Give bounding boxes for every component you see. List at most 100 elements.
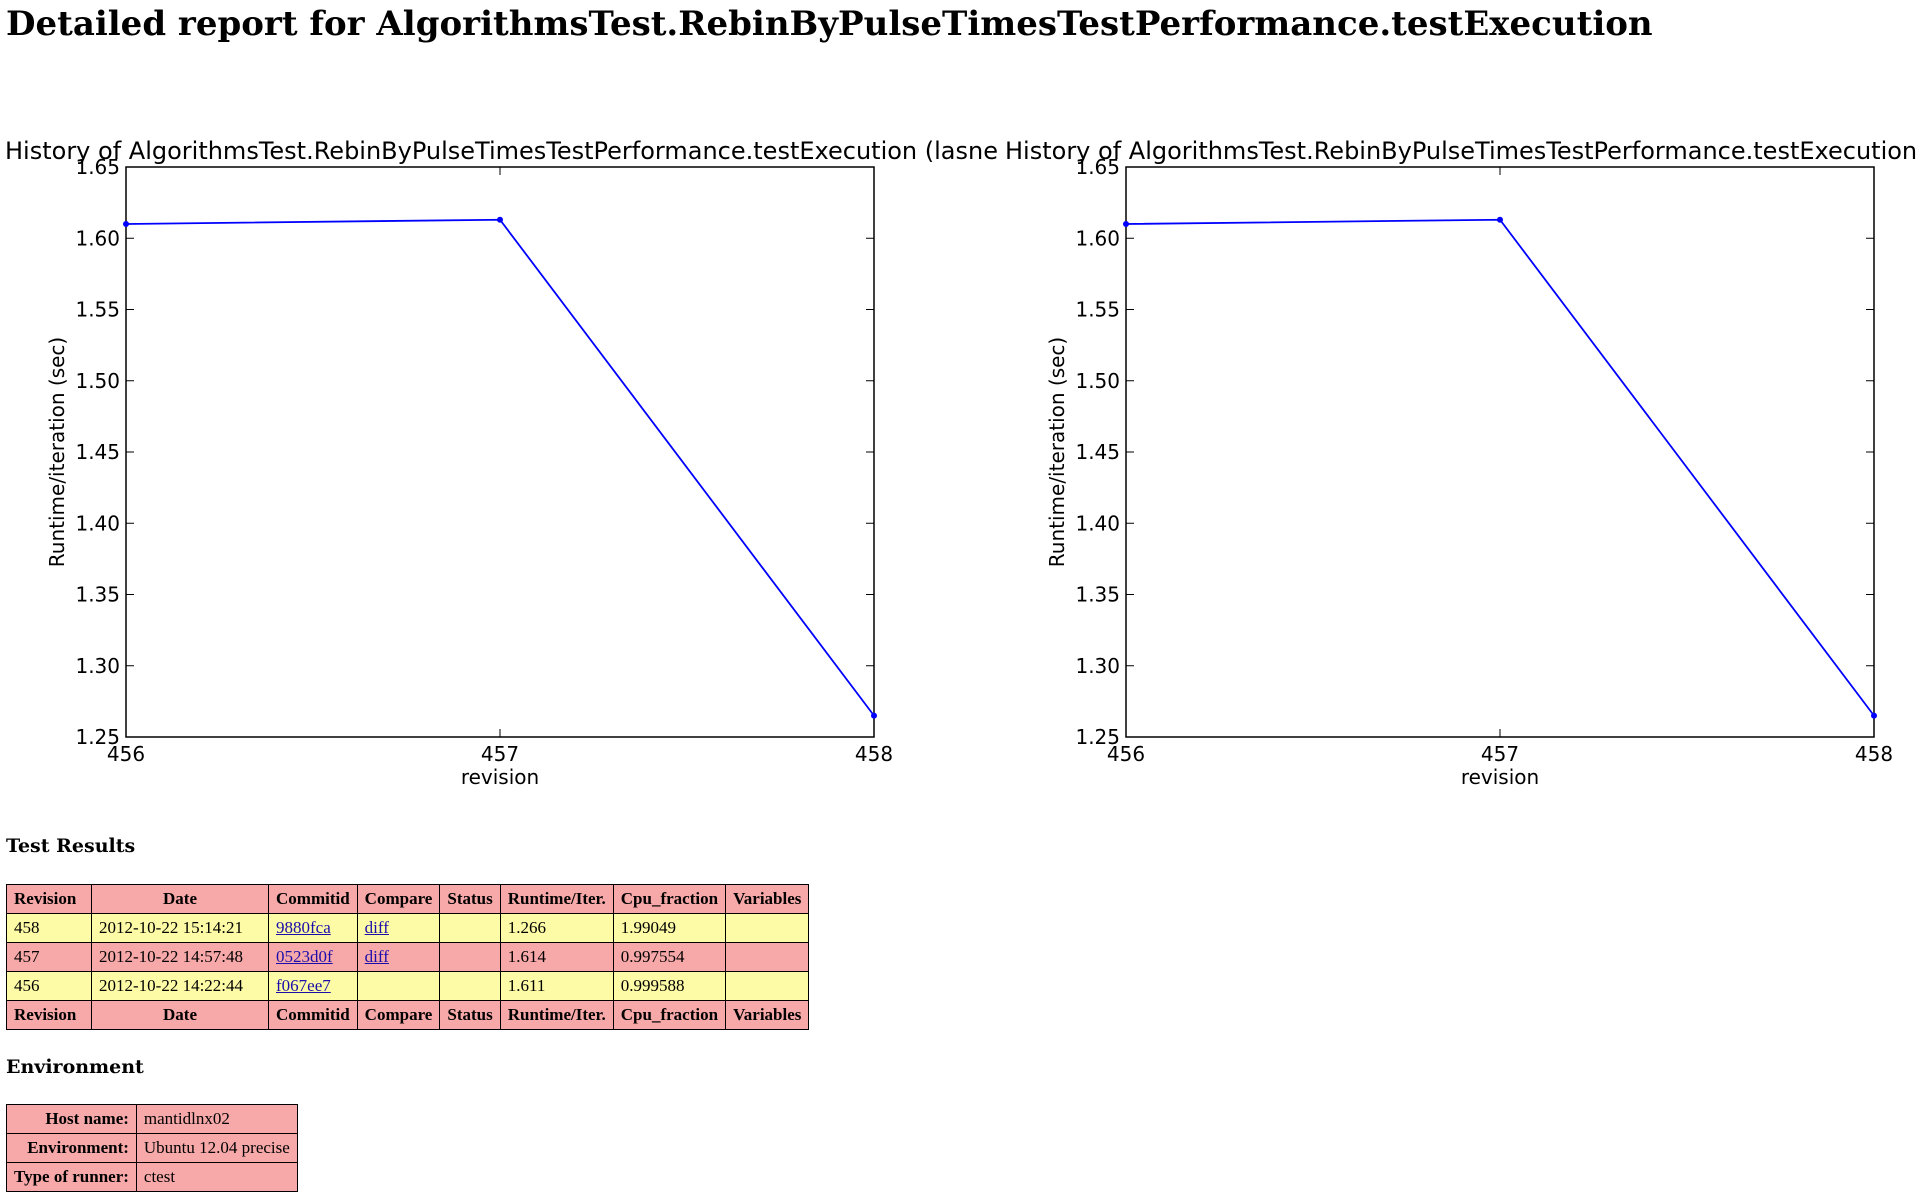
commitid-cell: f067ee7 (268, 971, 358, 1001)
table-footer-row: Revision Date Commitid Compare Status Ru… (6, 1000, 810, 1030)
series-line (125, 218, 875, 717)
column-header-variables: Variables (725, 884, 810, 914)
page-title: Detailed report for AlgorithmsTest.Rebin… (6, 4, 1653, 44)
date-cell: 2012-10-22 14:57:48 (91, 942, 269, 972)
y-tick-label: 1.40 (75, 511, 120, 535)
line-chart-svg: History of AlgorithmsTest.RebinByPulseTi… (5, 137, 998, 789)
y-tick-label: 1.65 (1075, 155, 1120, 179)
x-tick-label: 456 (107, 742, 145, 766)
date-cell: 2012-10-22 15:14:21 (91, 913, 269, 943)
y-tick-label: 1.25 (75, 725, 120, 749)
environment-label: Environment: (6, 1133, 137, 1163)
table-row: 456 2012-10-22 14:22:44 f067ee7 1.611 0.… (6, 971, 810, 1001)
column-footer-cpu-fraction: Cpu_fraction (612, 1000, 727, 1030)
y-tick-label: 1.50 (75, 369, 120, 393)
y-tick-label: 1.45 (75, 440, 120, 464)
revision-cell: 456 (6, 971, 92, 1001)
status-cell (439, 971, 501, 1001)
data-point (1123, 221, 1129, 227)
date-cell: 2012-10-22 14:22:44 (91, 971, 269, 1001)
diff-link[interactable]: diff (364, 918, 389, 937)
compare-cell: diff (356, 913, 441, 943)
table-row: 458 2012-10-22 15:14:21 9880fca diff 1.2… (6, 913, 810, 943)
table-row: 457 2012-10-22 14:57:48 0523d0f diff 1.6… (6, 942, 810, 972)
y-tick-label: 1.40 (1075, 511, 1120, 535)
runtime-cell: 1.266 (499, 913, 614, 943)
compare-cell: diff (356, 942, 441, 972)
variables-cell (725, 913, 810, 943)
variables-cell (725, 942, 810, 972)
environment-heading: Environment (6, 1056, 144, 1078)
test-results-heading: Test Results (6, 835, 136, 857)
y-tick-label: 1.55 (1075, 298, 1120, 322)
data-point (1497, 216, 1503, 223)
column-header-revision: Revision (6, 884, 92, 914)
commitid-link[interactable]: f067ee7 (276, 976, 331, 995)
table-header-row: Revision Date Commitid Compare Status Ru… (6, 884, 810, 914)
commitid-cell: 0523d0f (268, 942, 358, 972)
runtime-cell: 1.611 (499, 971, 614, 1001)
column-footer-date: Date (91, 1000, 269, 1030)
environment-row: Environment: Ubuntu 12.04 precise (6, 1133, 298, 1163)
column-footer-revision: Revision (6, 1000, 92, 1030)
x-axis-label: revision (461, 765, 539, 789)
history-chart-right: History of AlgorithmsTest.RebinByPulseTi… (1000, 130, 1922, 800)
cpu-fraction-cell: 0.997554 (612, 942, 727, 972)
y-tick-label: 1.50 (1075, 369, 1120, 393)
plot-frame (125, 166, 875, 738)
test-results-table: Revision Date Commitid Compare Status Ru… (6, 884, 810, 1030)
y-tick-label: 1.60 (75, 226, 120, 250)
environment-row: Host name: mantidlnx02 (6, 1104, 298, 1134)
column-footer-commitid: Commitid (268, 1000, 358, 1030)
runner-type-value: ctest (135, 1162, 298, 1192)
column-header-cpu-fraction: Cpu_fraction (612, 884, 727, 914)
status-cell (439, 942, 501, 972)
column-header-date: Date (91, 884, 269, 914)
x-tick-label: 457 (1481, 742, 1519, 766)
runtime-cell: 1.614 (499, 942, 614, 972)
revision-cell: 458 (6, 913, 92, 943)
host-name-value: mantidlnx02 (135, 1104, 298, 1134)
commitid-link[interactable]: 0523d0f (276, 947, 333, 966)
series-line (1125, 218, 1875, 717)
history-chart-left: History of AlgorithmsTest.RebinByPulseTi… (0, 130, 1000, 800)
chart-title: History of AlgorithmsTest.RebinByPulseTi… (1005, 137, 1917, 165)
y-axis-label: Runtime/iteration (sec) (45, 337, 69, 567)
environment-value: Ubuntu 12.04 precise (135, 1133, 298, 1163)
y-tick-label: 1.35 (1075, 583, 1120, 607)
y-tick-label: 1.55 (75, 298, 120, 322)
environment-table: Host name: mantidlnx02 Environment: Ubun… (6, 1104, 298, 1192)
column-footer-variables: Variables (725, 1000, 810, 1030)
y-tick-label: 1.35 (75, 583, 120, 607)
status-cell (439, 913, 501, 943)
y-tick-label: 1.30 (1075, 654, 1120, 678)
y-axis-label: Runtime/iteration (sec) (1045, 337, 1069, 567)
cpu-fraction-cell: 1.99049 (612, 913, 727, 943)
host-name-label: Host name: (6, 1104, 137, 1134)
y-tick-label: 1.30 (75, 654, 120, 678)
y-tick-label: 1.25 (1075, 725, 1120, 749)
data-point (871, 712, 877, 719)
diff-link[interactable]: diff (364, 947, 389, 966)
variables-cell (725, 971, 810, 1001)
commitid-link[interactable]: 9880fca (276, 918, 331, 937)
runner-type-label: Type of runner: (6, 1162, 137, 1192)
x-tick-label: 458 (1855, 742, 1893, 766)
plot-frame (1125, 166, 1875, 738)
revision-cell: 457 (6, 942, 92, 972)
column-header-runtime: Runtime/Iter. (499, 884, 614, 914)
data-point (123, 221, 129, 227)
chart-title: History of AlgorithmsTest.RebinByPulseTi… (5, 137, 998, 165)
x-tick-label: 458 (855, 742, 893, 766)
compare-cell (356, 971, 441, 1001)
y-tick-label: 1.60 (1075, 226, 1120, 250)
x-axis-label: revision (1461, 765, 1539, 789)
y-tick-label: 1.65 (75, 155, 120, 179)
column-footer-status: Status (439, 1000, 501, 1030)
column-header-status: Status (439, 884, 501, 914)
y-tick-label: 1.45 (1075, 440, 1120, 464)
x-tick-label: 457 (481, 742, 519, 766)
column-header-commitid: Commitid (268, 884, 358, 914)
column-footer-runtime: Runtime/Iter. (499, 1000, 614, 1030)
column-footer-compare: Compare (356, 1000, 441, 1030)
